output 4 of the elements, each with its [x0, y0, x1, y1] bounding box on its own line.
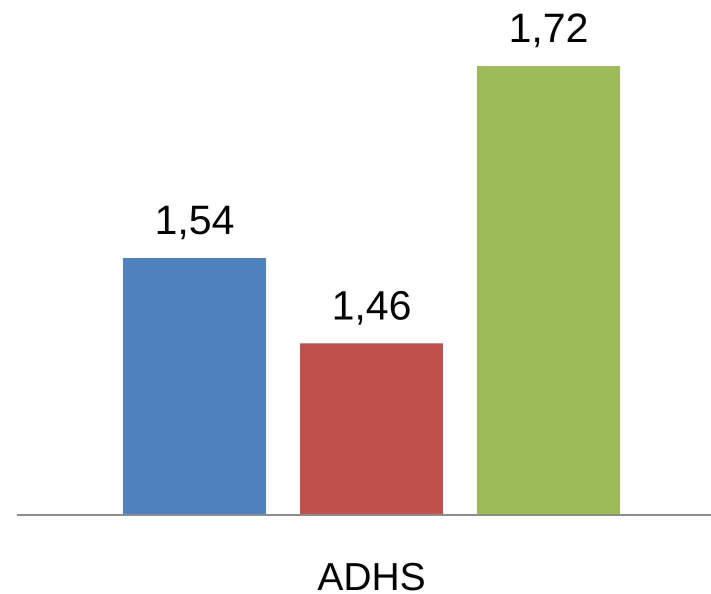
data-label: 1,72 [508, 5, 588, 51]
data-label: 1,46 [332, 282, 412, 328]
x-tick-label: ADHS [317, 556, 426, 594]
data-label: 1,54 [154, 197, 234, 243]
